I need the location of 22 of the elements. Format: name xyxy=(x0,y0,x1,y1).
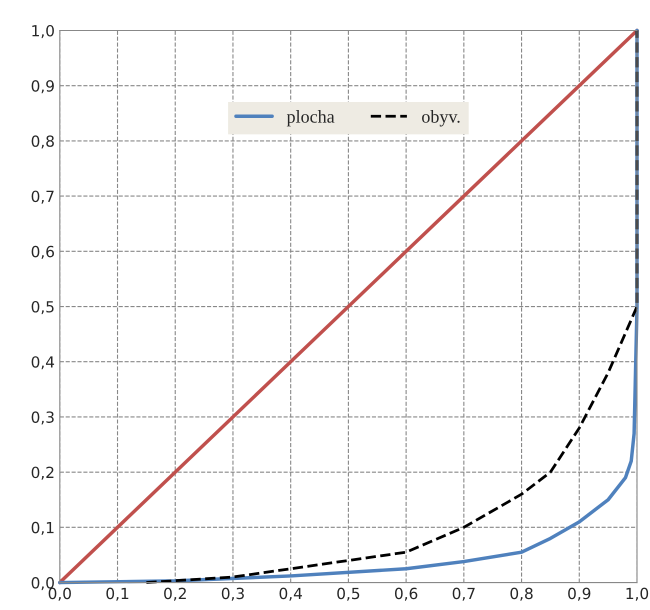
x-tick-label: 0,1 xyxy=(106,588,128,601)
x-tick-label: 0,9 xyxy=(568,588,590,601)
y-tick-label: 0,2 xyxy=(32,466,54,480)
x-tick-label: 0,5 xyxy=(337,588,360,601)
x-tick-label: 0,6 xyxy=(394,588,418,601)
y-tick-label: 0,9 xyxy=(32,80,54,94)
x-tick-label: 0,2 xyxy=(164,588,186,601)
x-tick-label: 0,4 xyxy=(280,588,302,601)
y-tick-label: 0,5 xyxy=(32,300,54,314)
y-tick-label: 0,4 xyxy=(32,356,54,370)
y-tick-label: 0,8 xyxy=(32,135,54,148)
y-tick-label: 0,1 xyxy=(32,522,54,535)
legend-label: plocha xyxy=(286,110,334,126)
x-tick-label: 0,3 xyxy=(222,588,244,601)
legend-label: obyv. xyxy=(422,110,460,126)
y-tick-label: 0,6 xyxy=(32,246,54,259)
x-tick-label: 0,8 xyxy=(510,588,533,601)
y-tick-label: 0,7 xyxy=(32,190,54,204)
x-tick-label: 1,0 xyxy=(626,588,648,601)
y-tick-label: 1,0 xyxy=(32,24,54,38)
y-tick-label: 0,3 xyxy=(32,411,54,425)
x-tick-label: 0,7 xyxy=(452,588,475,601)
